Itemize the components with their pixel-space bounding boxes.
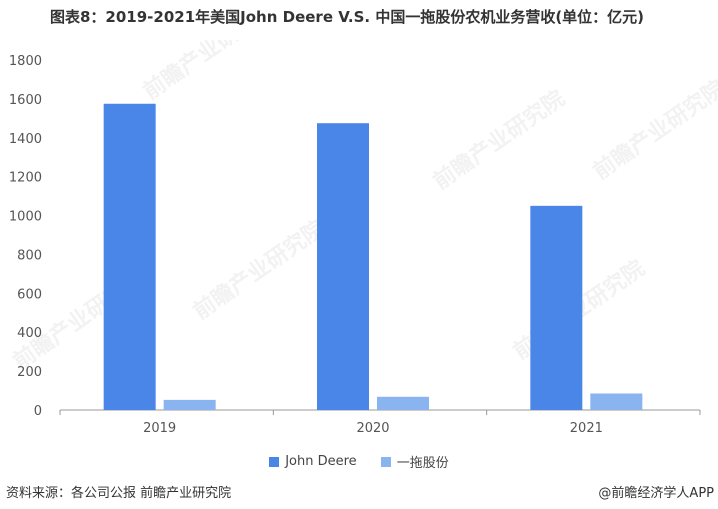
x-tick-label: 2021	[570, 421, 603, 436]
chart-area: 前瞻产业研究院前瞻产业研究院前瞻产业研究院前瞻产业研究院前瞻产业研究院前瞻产业研…	[0, 0, 718, 480]
y-tick-label: 800	[17, 248, 42, 263]
bar-chart: 前瞻产业研究院前瞻产业研究院前瞻产业研究院前瞻产业研究院前瞻产业研究院前瞻产业研…	[9, 0, 718, 436]
y-tick-label: 400	[17, 326, 42, 341]
y-tick-label: 1000	[9, 210, 42, 225]
y-tick-label: 0	[34, 404, 42, 419]
x-tick-label: 2019	[143, 421, 176, 436]
source-note: 资料来源：各公司公报 前瞻产业研究院	[6, 486, 232, 501]
bar-yituo-2020	[377, 396, 429, 410]
bar-yituo-2021	[590, 393, 643, 410]
bar-john-deere-2021	[530, 205, 583, 410]
watermark-text: 前瞻产业研究院	[429, 85, 570, 195]
legend-swatch-yituo	[380, 456, 391, 467]
legend: John Deere 一拖股份	[0, 452, 718, 471]
y-tick-label: 1200	[9, 171, 42, 186]
brand-label: @前瞻经济学人APP	[598, 486, 714, 501]
y-tick-label: 1400	[9, 132, 42, 147]
legend-item-john-deere[interactable]: John Deere	[269, 454, 357, 469]
x-tick-label: 2020	[356, 421, 389, 436]
watermark-text: 前瞻产业研究院	[589, 75, 718, 185]
watermark-text: 前瞻产业研究院	[189, 215, 330, 325]
chart-title: 图表8：2019-2021年美国John Deere V.S. 中国一拖股份农机…	[50, 8, 645, 26]
legend-swatch-john-deere	[269, 456, 280, 467]
footer: 资料来源：各公司公报 前瞻产业研究院 @前瞻经济学人APP	[0, 482, 718, 506]
y-tick-label: 1800	[9, 54, 42, 69]
bar-john-deere-2020	[317, 123, 369, 410]
y-tick-label: 600	[17, 287, 42, 302]
bar-john-deere-2019	[103, 103, 156, 410]
bar-yituo-2019	[163, 399, 216, 410]
legend-item-yituo[interactable]: 一拖股份	[380, 452, 449, 471]
legend-label-john-deere: John Deere	[285, 454, 357, 469]
y-tick-label: 200	[17, 365, 42, 380]
watermark-text: 前瞻产业研究院	[139, 40, 280, 105]
legend-label-yituo: 一拖股份	[396, 456, 449, 471]
y-tick-label: 1600	[9, 93, 42, 108]
